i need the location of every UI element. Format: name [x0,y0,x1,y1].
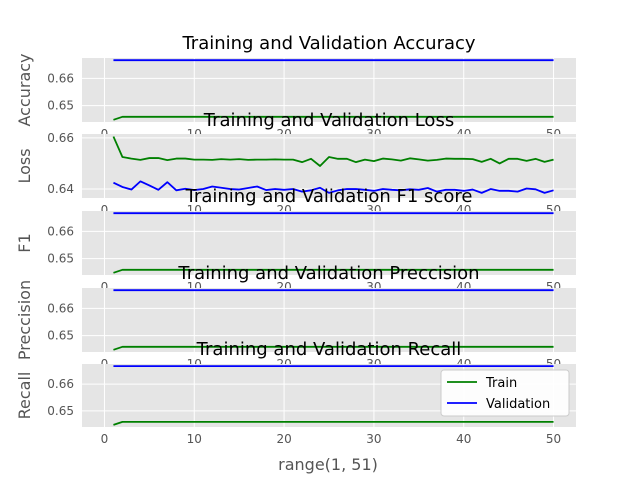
legend: Train Validation [440,369,570,417]
plot-background [82,288,576,352]
series-line-train [113,115,554,121]
y-axis-label: Accuracy [15,53,34,126]
y-tick-label: 0.66 [47,377,74,391]
plot-background [82,211,576,275]
y-tick-label: 0.66 [47,224,74,238]
x-tick-label: 50 [546,432,561,446]
y-tick-label: 0.66 [47,131,74,145]
x-tick-label: 0 [101,203,109,217]
y-tick-label: 0.66 [47,301,74,315]
y-tick-label: 0.65 [47,404,74,418]
series-line-train [113,421,554,426]
y-axis-label: F1 [15,233,34,252]
x-tick-label: 0 [101,280,109,294]
y-axis-label: Recall [15,372,34,420]
plot-background [82,134,576,198]
x-tick-label: 0 [101,432,109,446]
y-tick-label: 0.66 [47,71,74,85]
y-axis-label: Preccision [15,280,34,360]
y-axis-label: Loss [15,148,34,183]
series-line-train [112,136,554,167]
chart-title: Training and Validation Loss [203,110,454,131]
legend-validation-label: Validation [486,397,550,412]
y-tick-label: 0.64 [47,182,74,196]
x-tick-label: 10 [187,432,202,446]
chart-title: Training and Validation Preccision [177,263,479,284]
series-line-train [113,268,554,274]
series-line-train [113,345,554,351]
x-tick-label: 40 [456,432,471,446]
panel-4: 0.650.6601020304050PreccisionTraining an… [15,263,576,371]
y-tick-label: 0.65 [47,329,74,343]
chart-title: Training and Validation F1 score [185,186,473,207]
x-tick-label: 20 [276,432,291,446]
legend-train-label: Train [485,376,517,391]
x-tick-label: 30 [366,432,381,446]
x-axis-label: range(1, 51) [278,455,378,474]
plot-background [82,58,576,122]
chart-title: Training and Validation Accuracy [181,33,475,54]
series-line-validation [113,180,554,194]
y-tick-label: 0.65 [47,99,74,113]
y-tick-label: 0.65 [47,252,74,266]
chart-title: Training and Validation Recall [196,339,462,360]
